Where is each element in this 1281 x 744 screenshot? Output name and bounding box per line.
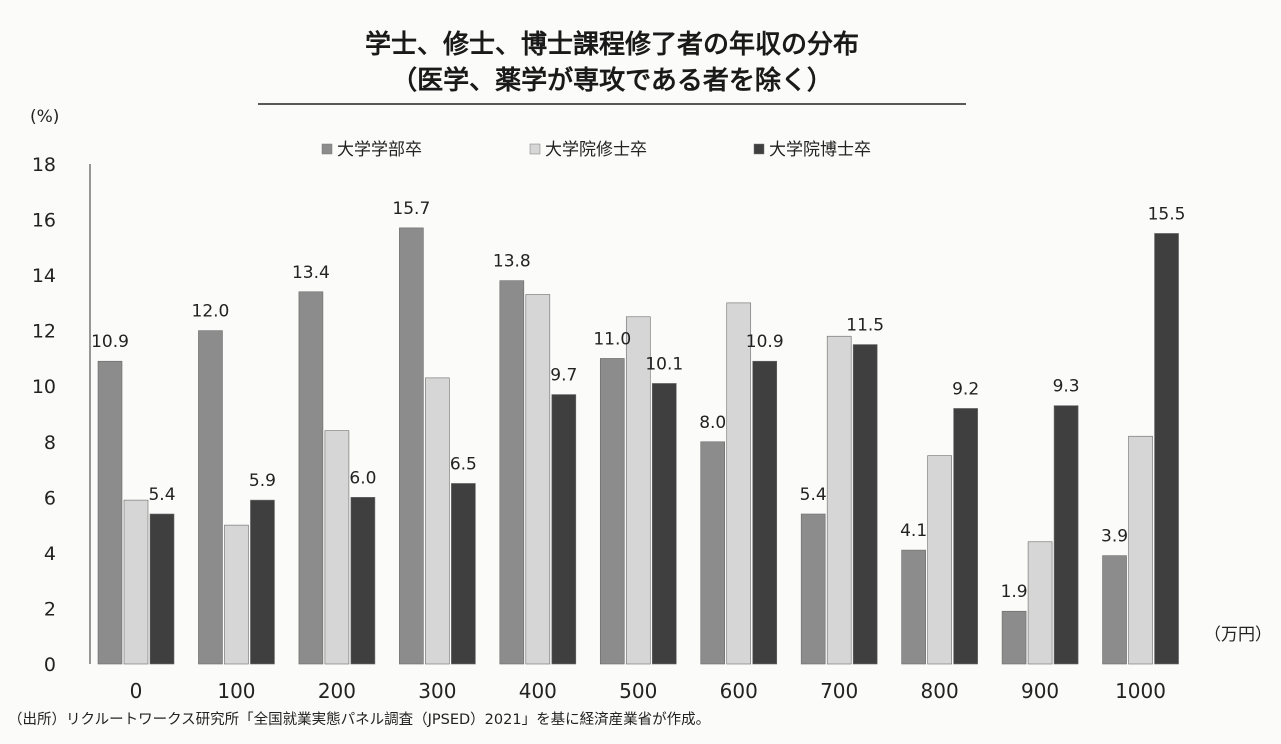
legend-label: 大学学部卒 [337, 140, 422, 160]
bar-master [726, 302, 752, 665]
legend-swatch [753, 143, 765, 155]
y-tick-label: 14 [32, 265, 56, 287]
bar-master [324, 430, 350, 665]
bar-doctor [551, 394, 577, 665]
bar-bachelor [700, 441, 726, 665]
bar-bachelor [198, 330, 223, 665]
x-tick-label: 900 [1021, 679, 1059, 703]
bar-bachelor [399, 227, 424, 665]
bar-master [425, 377, 450, 665]
bar-doctor [953, 408, 978, 665]
y-tick-label: 2 [44, 598, 56, 620]
data-labels: 10.9 5.4 12.0 5.9 13.4 6.0 15.7 6.5 13.8 9.7 11.0 1… [91, 199, 1185, 602]
x-tick-label: 1000 [1115, 679, 1166, 703]
legend: 大学学部卒 大学院修士卒 大学院博士卒 [321, 140, 871, 160]
data-label: 12.0 [192, 302, 230, 322]
x-tick-label: 300 [418, 679, 456, 703]
bar-doctor [1154, 233, 1179, 665]
bar-doctor [149, 513, 175, 665]
y-tick-label: 12 [32, 321, 56, 343]
x-axis-ticks: 0 100 200 300 400 500 600 700 800 900 1000 [130, 679, 1166, 703]
legend-swatch [321, 143, 333, 155]
y-axis-unit-label: (%) [30, 107, 59, 127]
data-label: 15.5 [1148, 204, 1186, 224]
y-tick-label: 6 [44, 487, 56, 509]
x-tick-label: 200 [318, 679, 356, 703]
bar-doctor [752, 360, 778, 665]
x-tick-label: 700 [820, 679, 858, 703]
bar-doctor [250, 499, 275, 665]
data-label: 10.9 [91, 332, 129, 352]
y-axis-ticks: 0 2 4 6 8 10 12 14 16 18 [32, 154, 56, 676]
chart-title-line1: 学士、修士、博士課程修了者の年収の分布 [365, 29, 859, 60]
bar-master [826, 335, 852, 665]
x-tick-label: 500 [619, 679, 657, 703]
y-tick-label: 4 [44, 543, 56, 565]
data-label: 9.7 [550, 366, 577, 386]
x-tick-label: 600 [720, 679, 758, 703]
data-label: 6.0 [349, 468, 376, 488]
data-label: 9.3 [1053, 377, 1080, 397]
data-label: 5.4 [800, 485, 827, 505]
data-label: 10.9 [746, 332, 784, 352]
bar-bachelor [1102, 555, 1127, 665]
data-label: 11.0 [593, 329, 631, 349]
y-tick-label: 8 [44, 432, 56, 454]
data-label: 4.1 [900, 521, 927, 541]
data-label: 5.4 [148, 485, 175, 505]
bar-bachelor [298, 291, 324, 665]
data-label: 13.4 [292, 263, 330, 283]
bar-doctor [350, 497, 376, 665]
bar-marks [97, 227, 1179, 665]
bar-doctor [1053, 405, 1079, 665]
data-label: 9.2 [952, 379, 979, 399]
bar-master [1027, 541, 1053, 665]
data-label: 15.7 [392, 199, 430, 219]
bar-bachelor [1001, 610, 1027, 665]
y-tick-label: 0 [44, 654, 56, 676]
bar-bachelor [97, 360, 123, 665]
x-tick-label: 800 [921, 679, 959, 703]
bar-doctor [852, 344, 878, 665]
legend-label: 大学院博士卒 [769, 140, 871, 160]
data-label: 1.9 [1001, 582, 1028, 602]
data-label: 13.8 [493, 252, 531, 272]
bar-master [625, 316, 651, 665]
bar-master [927, 455, 952, 665]
bar-doctor [651, 383, 677, 665]
data-label: 5.9 [249, 471, 276, 491]
bar-master [1128, 435, 1153, 665]
data-label: 6.5 [450, 454, 477, 474]
data-label: 8.0 [699, 413, 726, 433]
bar-master [224, 524, 249, 665]
y-tick-label: 18 [32, 154, 56, 176]
source-note: （出所）リクルートワークス研究所「全国就業実態パネル調査（JPSED）2021」… [8, 710, 710, 728]
x-tick-label: 100 [217, 679, 255, 703]
x-tick-label: 0 [130, 679, 143, 703]
data-label: 3.9 [1101, 527, 1128, 547]
y-tick-label: 16 [32, 210, 56, 232]
bar-doctor [451, 483, 476, 665]
data-label: 10.1 [645, 354, 683, 374]
bar-master [123, 499, 149, 665]
bar-bachelor [499, 280, 525, 665]
legend-label: 大学院修士卒 [545, 140, 647, 160]
chart-title-line2: （医学、薬学が専攻である者を除く） [391, 65, 833, 96]
bar-bachelor [800, 513, 826, 665]
data-label: 11.5 [846, 316, 884, 336]
bar-bachelor [599, 358, 625, 665]
bar-bachelor [901, 549, 926, 665]
y-tick-label: 10 [32, 376, 56, 398]
legend-swatch [529, 143, 541, 155]
x-tick-label: 400 [519, 679, 557, 703]
bar-master [525, 294, 551, 665]
x-axis-unit-label: （万円） [1204, 625, 1272, 645]
